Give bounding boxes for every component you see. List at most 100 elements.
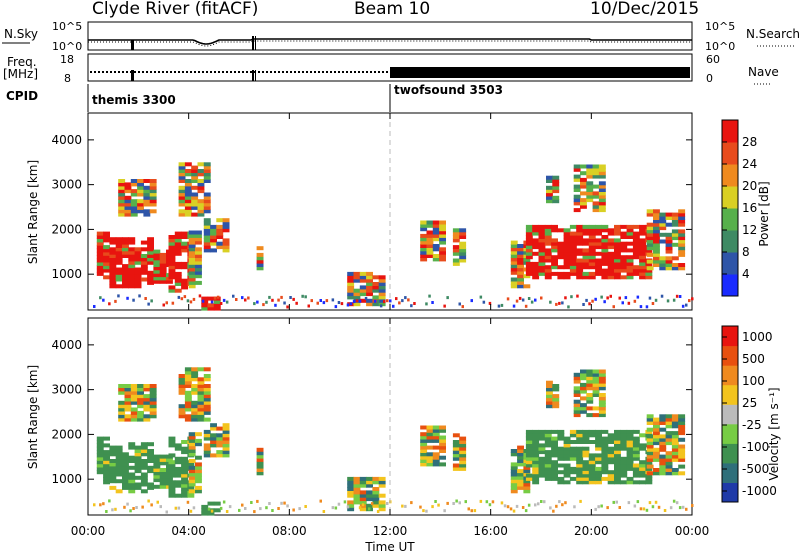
range-cell bbox=[598, 376, 606, 381]
range-cell bbox=[439, 230, 446, 235]
range-cell bbox=[595, 241, 602, 246]
range-cell bbox=[178, 162, 186, 167]
range-cell bbox=[203, 407, 211, 412]
range-cell bbox=[576, 248, 584, 253]
range-cell bbox=[552, 404, 560, 409]
range-cell bbox=[665, 246, 673, 251]
range-cell bbox=[188, 284, 196, 289]
range-cell bbox=[195, 442, 202, 447]
range-cell bbox=[580, 204, 587, 209]
range-cell bbox=[653, 256, 660, 261]
range-cell bbox=[569, 429, 577, 434]
range-cell bbox=[188, 452, 196, 457]
range-cell bbox=[653, 252, 660, 257]
range-cell bbox=[178, 384, 186, 388]
range-cell bbox=[592, 208, 600, 213]
range-cell bbox=[595, 429, 602, 434]
range-cell bbox=[443, 509, 446, 513]
range-cell bbox=[181, 245, 188, 250]
range-cell bbox=[626, 235, 634, 239]
range-cell bbox=[573, 177, 581, 182]
range-cell bbox=[256, 454, 264, 459]
range-cell bbox=[582, 473, 590, 478]
range-cell bbox=[153, 252, 161, 257]
range-cell bbox=[140, 475, 148, 480]
range-cell bbox=[347, 490, 355, 495]
range-cell bbox=[573, 164, 581, 169]
range-cell bbox=[143, 417, 151, 422]
range-cell bbox=[532, 231, 540, 236]
range-cell bbox=[532, 271, 540, 276]
range-cell bbox=[592, 194, 600, 199]
range-cell bbox=[238, 508, 241, 512]
range-cell bbox=[134, 455, 142, 460]
range-cell bbox=[525, 463, 533, 468]
range-cell bbox=[595, 440, 602, 444]
range-cell bbox=[124, 185, 132, 190]
range-cell bbox=[582, 453, 590, 458]
range-cell bbox=[557, 450, 565, 455]
range-cell bbox=[678, 427, 686, 432]
range-cell bbox=[153, 454, 161, 459]
range-cell bbox=[168, 490, 176, 495]
range-cell bbox=[103, 251, 110, 256]
range-cell bbox=[149, 209, 157, 214]
range-cell bbox=[347, 288, 355, 293]
range-cell bbox=[96, 446, 104, 451]
range-cell bbox=[168, 268, 176, 273]
range-cell bbox=[102, 502, 105, 506]
range-cell bbox=[532, 436, 540, 441]
range-cell bbox=[420, 233, 428, 238]
range-cell bbox=[573, 379, 581, 384]
range-cell bbox=[459, 228, 467, 233]
range-cell bbox=[570, 295, 573, 299]
range-cell bbox=[470, 299, 473, 303]
range-cell bbox=[168, 443, 176, 448]
range-cell bbox=[576, 224, 584, 229]
range-cell bbox=[115, 274, 123, 279]
range-cell bbox=[603, 300, 606, 304]
range-cell bbox=[525, 231, 533, 236]
range-cell bbox=[601, 476, 609, 481]
range-cell bbox=[546, 179, 553, 183]
range-cell bbox=[383, 300, 386, 304]
range-cell bbox=[130, 397, 138, 402]
range-cell bbox=[626, 275, 634, 280]
range-cell bbox=[669, 506, 673, 510]
range-cell bbox=[510, 257, 518, 262]
range-cell bbox=[538, 433, 546, 438]
range-cell bbox=[149, 400, 157, 405]
range-cell bbox=[598, 382, 606, 387]
range-cell bbox=[620, 429, 628, 434]
range-cell bbox=[598, 396, 606, 401]
range-cell bbox=[517, 459, 524, 463]
range-cell bbox=[122, 455, 129, 460]
range-cell bbox=[459, 235, 467, 239]
range-cell bbox=[538, 255, 546, 260]
range-cell bbox=[124, 195, 132, 200]
range-cell bbox=[452, 433, 460, 438]
range-cell bbox=[366, 493, 373, 498]
range-cell bbox=[222, 436, 230, 441]
range-cell bbox=[159, 505, 162, 509]
colorbar-tick-label: -500 bbox=[742, 462, 769, 476]
range-cell bbox=[646, 464, 654, 469]
range-cell bbox=[137, 384, 144, 388]
range-cell bbox=[96, 261, 104, 266]
range-cell bbox=[191, 165, 199, 170]
range-cell bbox=[191, 377, 199, 382]
range-cell bbox=[592, 184, 600, 189]
range-cell bbox=[595, 453, 602, 458]
range-cell bbox=[506, 505, 510, 509]
range-cell bbox=[563, 235, 571, 239]
range-cell bbox=[129, 509, 132, 513]
range-cell bbox=[191, 169, 199, 173]
range-cell bbox=[645, 476, 653, 481]
range-cell bbox=[353, 275, 361, 280]
range-cell bbox=[149, 414, 157, 419]
velocity-y-axis-label: Slant Range [km] bbox=[26, 365, 40, 469]
range-cell bbox=[420, 459, 428, 463]
range-cell bbox=[426, 230, 434, 235]
range-cell bbox=[601, 275, 609, 280]
range-cell bbox=[203, 202, 211, 207]
